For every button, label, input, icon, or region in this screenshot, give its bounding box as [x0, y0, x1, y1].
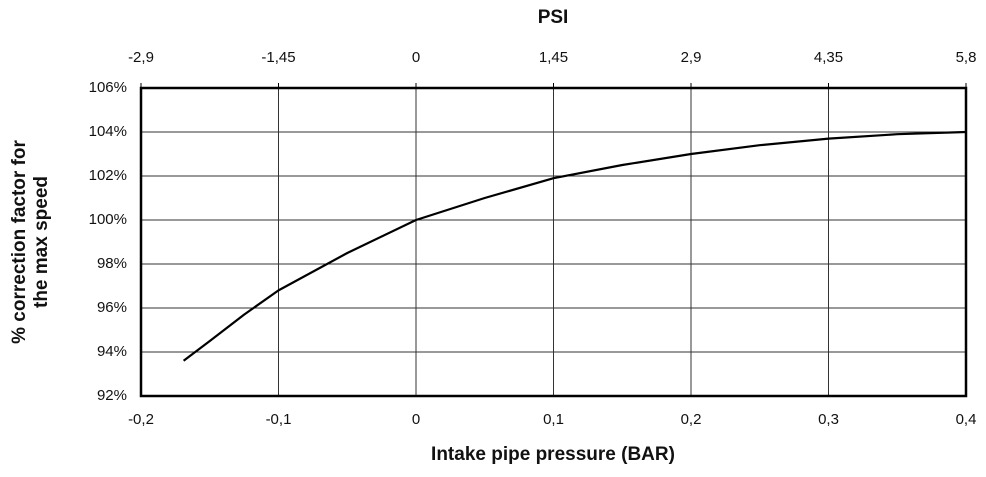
x2-tick-label: 5,8 [956, 49, 977, 66]
x-tick-label: 0 [412, 411, 420, 428]
x-tick-label: -0,1 [266, 411, 292, 428]
y-tick-label: 100% [89, 211, 127, 228]
x-tick-label: -0,2 [128, 411, 154, 428]
y-tick-label: 98% [97, 255, 127, 272]
x2-tick-label: 1,45 [539, 49, 568, 66]
y-tick-label: 102% [89, 167, 127, 184]
x2-tick-label: 0 [412, 49, 420, 66]
x2-tick-label: -2,9 [128, 49, 154, 66]
x-tick-label: 0,4 [956, 411, 977, 428]
x2-axis-label: PSI [538, 7, 569, 28]
y-tick-label: 106% [89, 79, 127, 96]
x2-tick-label: -1,45 [261, 49, 295, 66]
x-tick-label: 0,3 [818, 411, 839, 428]
y-axis-label: % correction factor for [9, 140, 30, 344]
x2-tick-label: 2,9 [681, 49, 702, 66]
x-tick-label: 0,2 [681, 411, 702, 428]
y-tick-label: 94% [97, 343, 127, 360]
y-tick-label: 92% [97, 387, 127, 404]
x-tick-label: 0,1 [543, 411, 564, 428]
curve [182, 130, 967, 362]
plot-border [139, 86, 968, 398]
y-tick-label: 96% [97, 299, 127, 316]
y-tick-label: 104% [89, 123, 127, 140]
y-axis-label: the max speed [31, 176, 52, 308]
x2-tick-label: 4,35 [814, 49, 843, 66]
x-axis-label: Intake pipe pressure (BAR) [431, 444, 675, 465]
